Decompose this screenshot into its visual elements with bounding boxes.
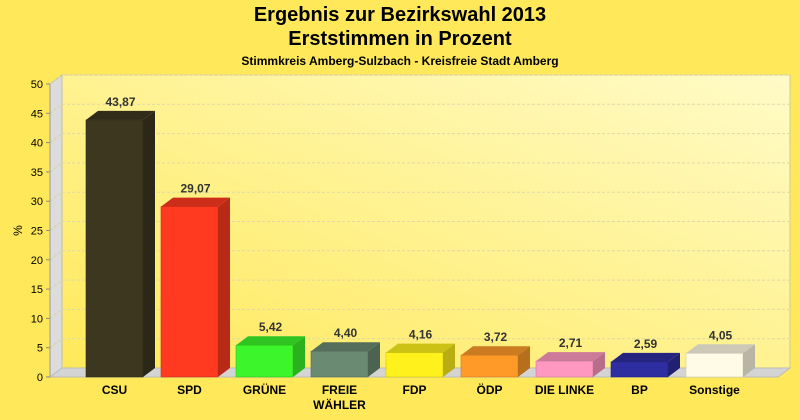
x-tick-label: SPD — [177, 383, 202, 397]
gridline-diagonal — [49, 308, 63, 319]
x-tick-label: GRÜNE — [243, 382, 286, 397]
gridline-diagonal — [49, 221, 63, 231]
bar-front — [535, 360, 594, 378]
bar-front — [310, 350, 369, 378]
gridline-diagonal — [49, 279, 63, 290]
x-tick-label: DIE LINKE — [535, 383, 594, 397]
data-label: 43,87 — [105, 95, 135, 109]
bar-spd: 29,07 SPD — [160, 182, 230, 397]
bar-front — [385, 352, 444, 378]
bar-side — [743, 344, 755, 377]
bar-side — [218, 197, 230, 377]
bar-top — [461, 346, 530, 356]
bar-csu: 43,87 CSU — [85, 95, 155, 397]
y-tick-label: 45 — [31, 108, 43, 120]
bar-top — [686, 344, 755, 354]
data-label: 4,16 — [409, 328, 433, 342]
y-tick-label: 25 — [31, 226, 43, 238]
bar-ödp: 3,72 ÖDP — [460, 330, 530, 397]
chart-subtitle: Erststimmen in Prozent — [288, 28, 512, 50]
bar-front — [85, 119, 144, 378]
y-tick-label: 0 — [37, 372, 43, 384]
bar-top — [311, 342, 380, 352]
bar-top — [236, 336, 305, 346]
bar-side — [368, 342, 380, 377]
gridline-diagonal — [49, 191, 63, 202]
y-tick-label: 5 — [37, 343, 43, 355]
bar-side — [443, 343, 455, 377]
bar-sonstige: 4,05 Sonstige — [685, 328, 755, 397]
bar-front — [160, 206, 219, 378]
y-tick-label: 50 — [31, 79, 43, 91]
chart-subsubtitle: Stimmkreis Amberg-Sulzbach - Kreisfreie … — [241, 54, 559, 68]
bar-top — [86, 110, 155, 120]
gridline-diagonal — [49, 250, 63, 261]
x-tick-label: ÖDP — [476, 382, 502, 397]
bar-front — [460, 354, 519, 378]
gridline-diagonal — [49, 74, 63, 85]
x-tick-label: CSU — [102, 383, 127, 397]
bar-side — [293, 336, 305, 377]
bar-top — [386, 343, 455, 353]
x-tick-label: FREIE — [322, 383, 357, 397]
bar-side — [593, 352, 605, 377]
bar-fdp: 4,16 FDP — [385, 328, 455, 397]
data-label: 5,42 — [259, 320, 283, 334]
data-label: 2,71 — [559, 336, 583, 350]
x-tick-label: Sonstige — [689, 383, 740, 397]
data-label: 3,72 — [484, 330, 508, 344]
bar-top — [536, 352, 605, 362]
gridline-diagonal — [49, 162, 63, 173]
data-label: 2,59 — [634, 337, 658, 351]
bar-bp: 2,59 BP — [610, 337, 680, 397]
gridline-diagonal — [49, 133, 63, 144]
bar-die-linke: 2,71 DIE LINKE — [535, 336, 605, 397]
y-axis-label: % — [11, 225, 25, 236]
bar-side — [668, 352, 680, 377]
bar-front — [610, 361, 669, 378]
bar-top — [611, 352, 680, 362]
chart-title: Ergebnis zur Bezirkswahl 2013 — [253, 4, 547, 26]
bar-side — [518, 346, 530, 377]
gridline-diagonal — [49, 103, 63, 114]
bar-front — [235, 344, 294, 378]
bar-side — [143, 110, 155, 377]
y-tick-label: 35 — [31, 167, 43, 179]
data-label: 4,40 — [334, 326, 358, 340]
bar-grüne: 5,42 GRÜNE — [235, 320, 305, 397]
y-tick-label: 30 — [31, 196, 43, 208]
x-tick-label: FDP — [403, 383, 427, 397]
bar-front — [685, 352, 744, 378]
y-tick-label: 20 — [31, 255, 43, 267]
data-label: 29,07 — [180, 182, 210, 196]
x-tick-label: BP — [631, 383, 648, 397]
bar-top — [161, 197, 230, 207]
y-tick-label: 15 — [31, 284, 43, 296]
x-tick-label: WÄHLER — [313, 397, 366, 412]
y-tick-label: 40 — [31, 138, 43, 150]
gridline-diagonal — [49, 338, 63, 349]
data-label: 4,05 — [709, 328, 733, 342]
y-tick-label: 10 — [31, 313, 43, 325]
